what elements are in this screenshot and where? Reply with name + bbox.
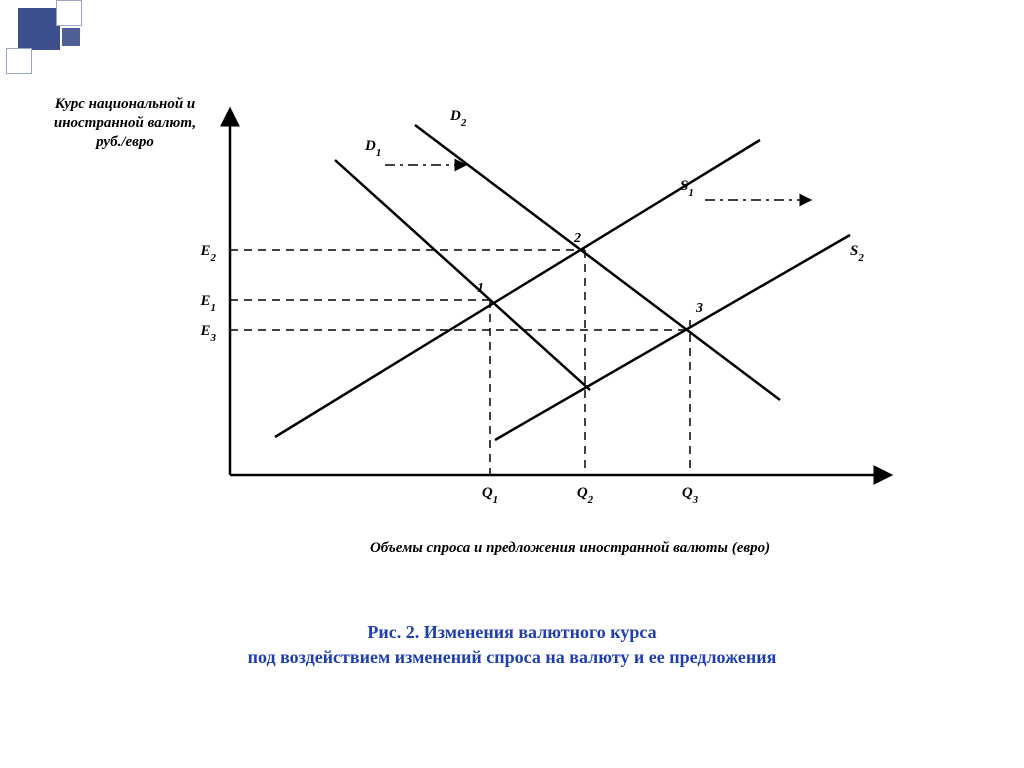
svg-text:D1: D1 [364, 138, 381, 159]
supply-demand-chart: D1D2S1S2123E2E1E3Q1Q2Q3 [170, 95, 910, 515]
svg-text:D2: D2 [449, 108, 467, 129]
svg-text:2: 2 [573, 231, 581, 246]
decor-square-outline-1 [56, 0, 82, 26]
svg-text:3: 3 [695, 301, 703, 316]
decor-square-outline-2 [6, 48, 32, 74]
svg-text:S2: S2 [850, 243, 864, 264]
svg-text:1: 1 [477, 281, 484, 296]
caption-line-1: Рис. 2. Изменения валютного курса [367, 622, 656, 642]
svg-text:E3: E3 [199, 323, 216, 344]
decor-square-small [62, 28, 80, 46]
svg-text:Q2: Q2 [577, 485, 594, 506]
decor-square-large [18, 8, 60, 50]
figure-caption: Рис. 2. Изменения валютного курса под во… [62, 620, 962, 670]
svg-text:E1: E1 [199, 293, 216, 314]
svg-text:E2: E2 [199, 243, 216, 264]
caption-line-2: под воздействием изменений спроса на вал… [248, 647, 777, 667]
svg-text:Q3: Q3 [682, 485, 699, 506]
x-axis-label: Объемы спроса и предложения иностранной … [220, 540, 920, 557]
svg-text:Q1: Q1 [482, 485, 498, 506]
